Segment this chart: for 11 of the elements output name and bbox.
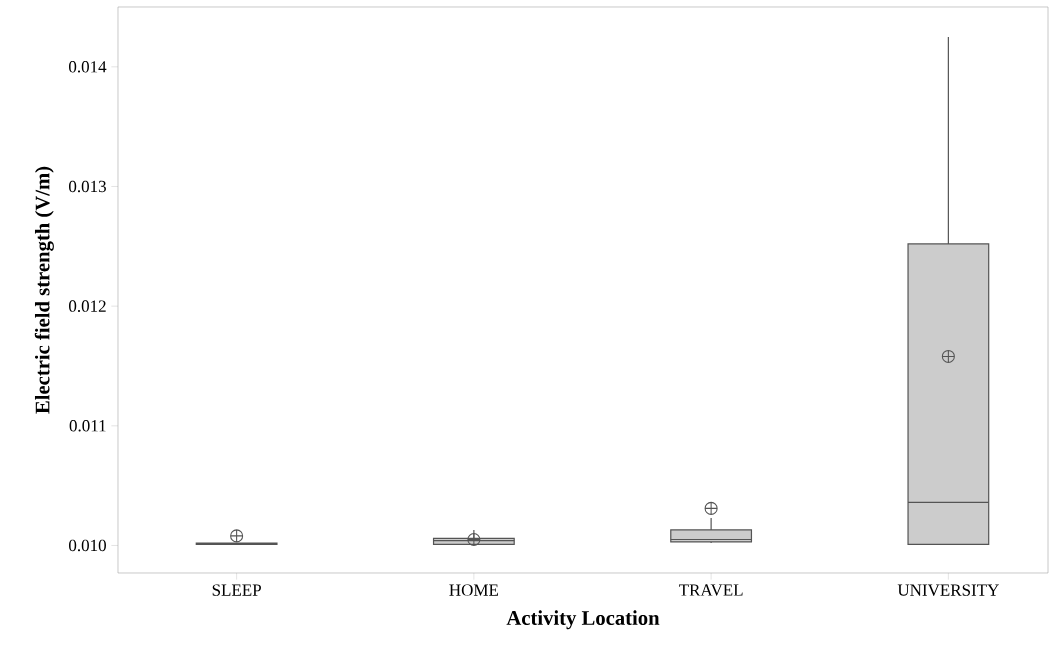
x-tick-label: UNIVERSITY [897,584,999,596]
y-axis-title: Electric field strength (V/m) [34,166,54,414]
x-tick-label: HOME [449,584,499,596]
y-tick-label: 0.011 [69,420,106,432]
y-tick-label: 0.013 [69,180,106,193]
x-tick-label: SLEEP [212,584,261,596]
y-tick-label: 0.010 [69,539,106,552]
y-tick-label: 0.014 [69,61,107,73]
x-tick-label: TRAVEL [679,584,743,596]
x-axis-title: Activity Location [506,610,660,630]
y-tick-label: 0.012 [69,300,106,312]
